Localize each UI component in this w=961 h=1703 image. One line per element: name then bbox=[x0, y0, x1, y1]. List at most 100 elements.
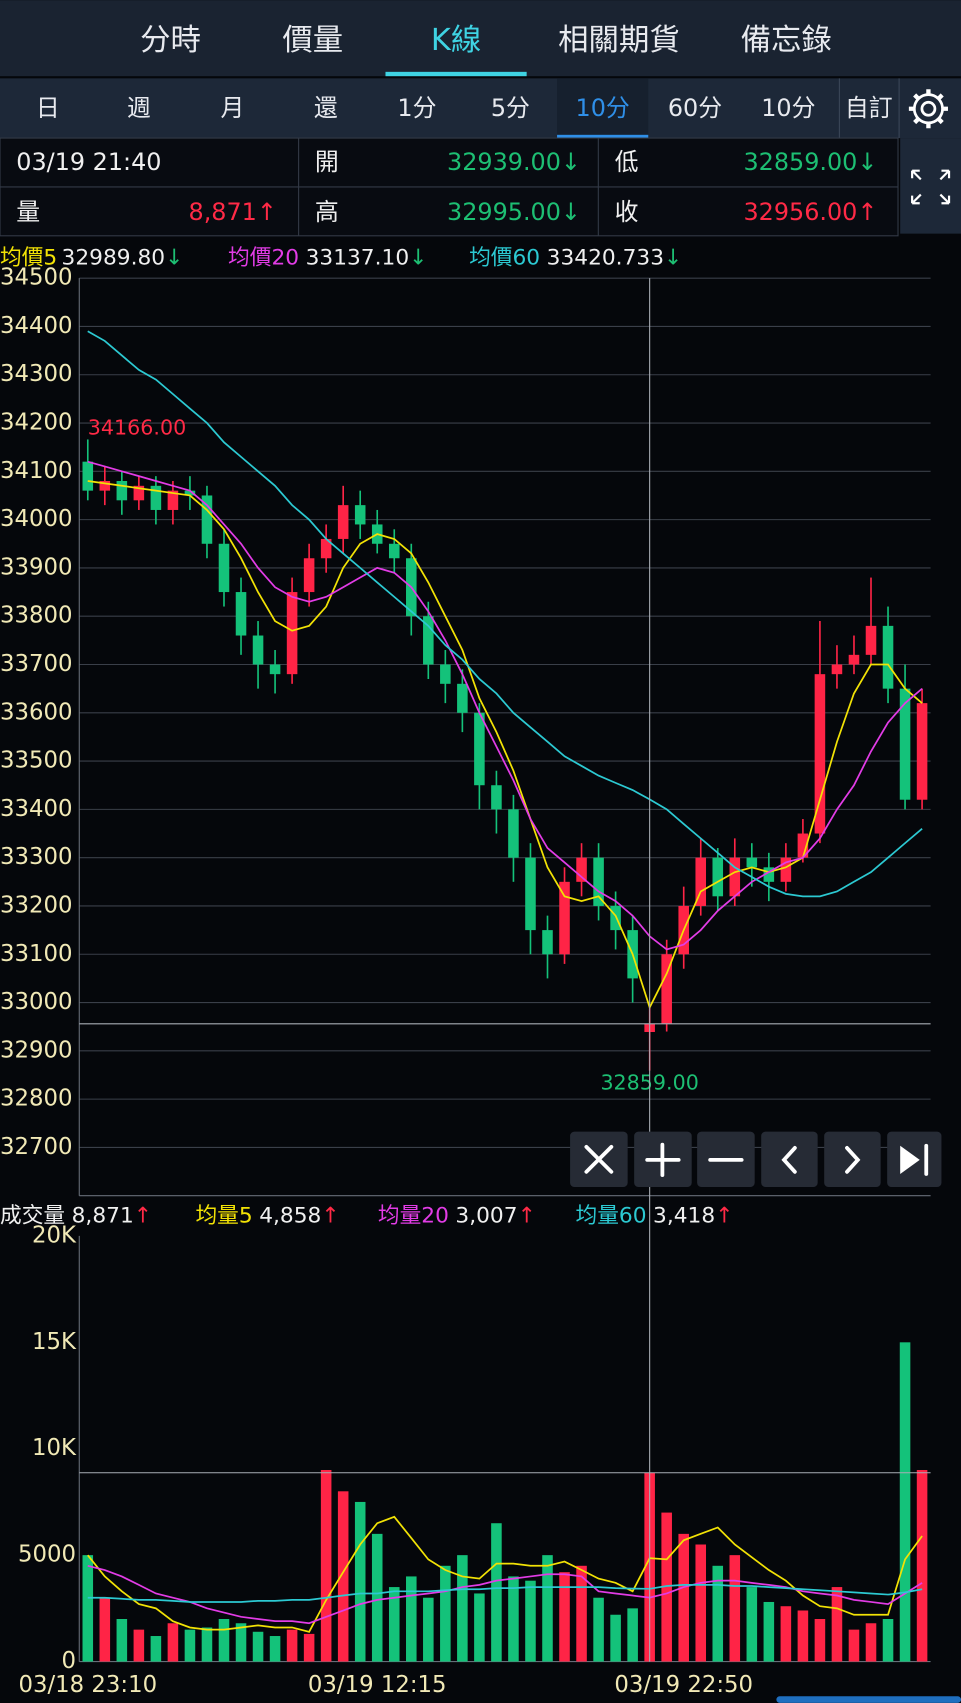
period[interactable]: 還 bbox=[314, 94, 338, 122]
candle-body bbox=[508, 809, 519, 858]
candle-body bbox=[474, 712, 485, 786]
tab-bar bbox=[0, 0, 961, 77]
legend-name: 成交量 bbox=[0, 1203, 65, 1228]
tab[interactable]: 分時 bbox=[140, 23, 201, 58]
volume-bar bbox=[695, 1544, 707, 1662]
info-value: 32956.00↑ bbox=[743, 198, 877, 226]
y-tick-label: 34200 bbox=[0, 410, 73, 436]
candle-body bbox=[388, 543, 400, 559]
volume-bar bbox=[899, 1342, 911, 1662]
zoom-in-button[interactable] bbox=[634, 1131, 692, 1188]
expand-button[interactable] bbox=[900, 138, 961, 234]
value: 8,871 bbox=[189, 198, 257, 226]
volume-bar bbox=[133, 1629, 145, 1662]
ma-line bbox=[87, 460, 923, 951]
close-button[interactable] bbox=[570, 1131, 628, 1188]
volume-legend: 均量20 3,007↑ bbox=[378, 1203, 536, 1228]
legend-value: 3,007 bbox=[455, 1203, 517, 1228]
volume-bar bbox=[593, 1597, 604, 1662]
y-tick-label: 33300 bbox=[0, 844, 73, 870]
prev-button[interactable] bbox=[761, 1131, 818, 1188]
volume-bar bbox=[167, 1623, 179, 1662]
volume-bar bbox=[184, 1629, 196, 1662]
info-label: 低 bbox=[615, 148, 639, 176]
arrow: ↓ bbox=[857, 148, 877, 176]
arrow: ↑ bbox=[257, 198, 277, 226]
candle-body bbox=[865, 625, 877, 655]
settings-icon[interactable] bbox=[908, 89, 948, 129]
candle-body bbox=[150, 485, 162, 510]
volume-bar bbox=[303, 1633, 315, 1662]
legend-value: 32989.80 bbox=[62, 246, 166, 271]
candle-body bbox=[423, 616, 434, 665]
volume-bar bbox=[712, 1565, 724, 1662]
chart-controls bbox=[570, 1131, 942, 1188]
period[interactable]: 月 bbox=[220, 94, 244, 122]
ma-legend: 均價20 33137.10↓ bbox=[228, 246, 427, 271]
period[interactable]: 週 bbox=[127, 94, 151, 122]
value: 32995.00 bbox=[447, 198, 561, 226]
ma-legend: 均價60 33420.733↓ bbox=[469, 246, 682, 271]
info-value: 32995.00↓ bbox=[447, 198, 581, 226]
icon bbox=[845, 1146, 861, 1174]
period[interactable]: 自訂 bbox=[845, 94, 893, 122]
tab[interactable]: K線 bbox=[431, 23, 481, 58]
period[interactable]: 1分 bbox=[397, 94, 436, 122]
y-tick-label: 32700 bbox=[0, 1134, 73, 1160]
tab[interactable]: 備忘錄 bbox=[741, 23, 832, 58]
volume-bar bbox=[440, 1565, 451, 1662]
x-tick-label: 03/19 22:50 bbox=[614, 1672, 753, 1698]
candle-body bbox=[440, 664, 451, 684]
candle-body bbox=[184, 490, 196, 496]
period[interactable]: 日 bbox=[36, 94, 60, 122]
y-tick-label: 33600 bbox=[0, 699, 73, 725]
volume-bar bbox=[865, 1623, 877, 1662]
candle-body bbox=[746, 857, 758, 868]
candle-body bbox=[303, 558, 315, 593]
info-value: 8,871↑ bbox=[189, 198, 277, 226]
candle-body bbox=[763, 867, 775, 882]
period[interactable]: 10分 bbox=[761, 94, 815, 122]
y-tick-label: 34400 bbox=[0, 313, 73, 339]
candle-body bbox=[661, 954, 672, 1024]
candle-body bbox=[133, 485, 145, 501]
volume-bar bbox=[406, 1576, 417, 1662]
period[interactable]: 10分 bbox=[576, 94, 630, 122]
tab[interactable]: 價量 bbox=[282, 23, 343, 58]
volume-bar bbox=[848, 1629, 860, 1662]
candle-body bbox=[525, 857, 536, 931]
volume-bar bbox=[542, 1555, 553, 1662]
legend-value: 33420.733 bbox=[547, 246, 664, 271]
volume-bar bbox=[286, 1629, 298, 1662]
volume-bar bbox=[201, 1627, 213, 1662]
zoom-out-button[interactable] bbox=[697, 1131, 755, 1188]
y-tick-label: 10K bbox=[32, 1435, 77, 1461]
volume-ma-line bbox=[87, 1584, 923, 1603]
volume-bar bbox=[423, 1597, 434, 1662]
candle-body bbox=[916, 703, 928, 800]
tabs: 分時 價量 K線 相關期貨 備忘錄 bbox=[140, 23, 832, 77]
legend-value: 33137.10 bbox=[306, 246, 410, 271]
expand-icon bbox=[911, 169, 951, 205]
candle-body bbox=[712, 857, 724, 897]
tab[interactable]: 相關期貨 bbox=[558, 23, 680, 58]
ma-line bbox=[87, 330, 923, 898]
period[interactable]: 60分 bbox=[668, 94, 722, 122]
next-button[interactable] bbox=[824, 1131, 881, 1188]
period[interactable]: 5分 bbox=[491, 94, 530, 122]
legend-arrow: ↑ bbox=[715, 1203, 733, 1228]
legend-name: 均價20 bbox=[228, 246, 299, 271]
volume-bar bbox=[525, 1580, 536, 1662]
candle-body bbox=[116, 480, 128, 501]
scroll-indicator bbox=[776, 1696, 961, 1703]
volume-bar bbox=[763, 1601, 775, 1662]
candle-body bbox=[576, 857, 587, 882]
candle-body bbox=[882, 625, 894, 689]
latest-button[interactable] bbox=[887, 1131, 942, 1188]
legend-arrow: ↑ bbox=[134, 1203, 152, 1228]
volume-bar bbox=[269, 1636, 281, 1662]
value: 32859.00 bbox=[743, 148, 857, 176]
arrow: ↓ bbox=[561, 198, 581, 226]
expand-box bbox=[900, 138, 961, 234]
